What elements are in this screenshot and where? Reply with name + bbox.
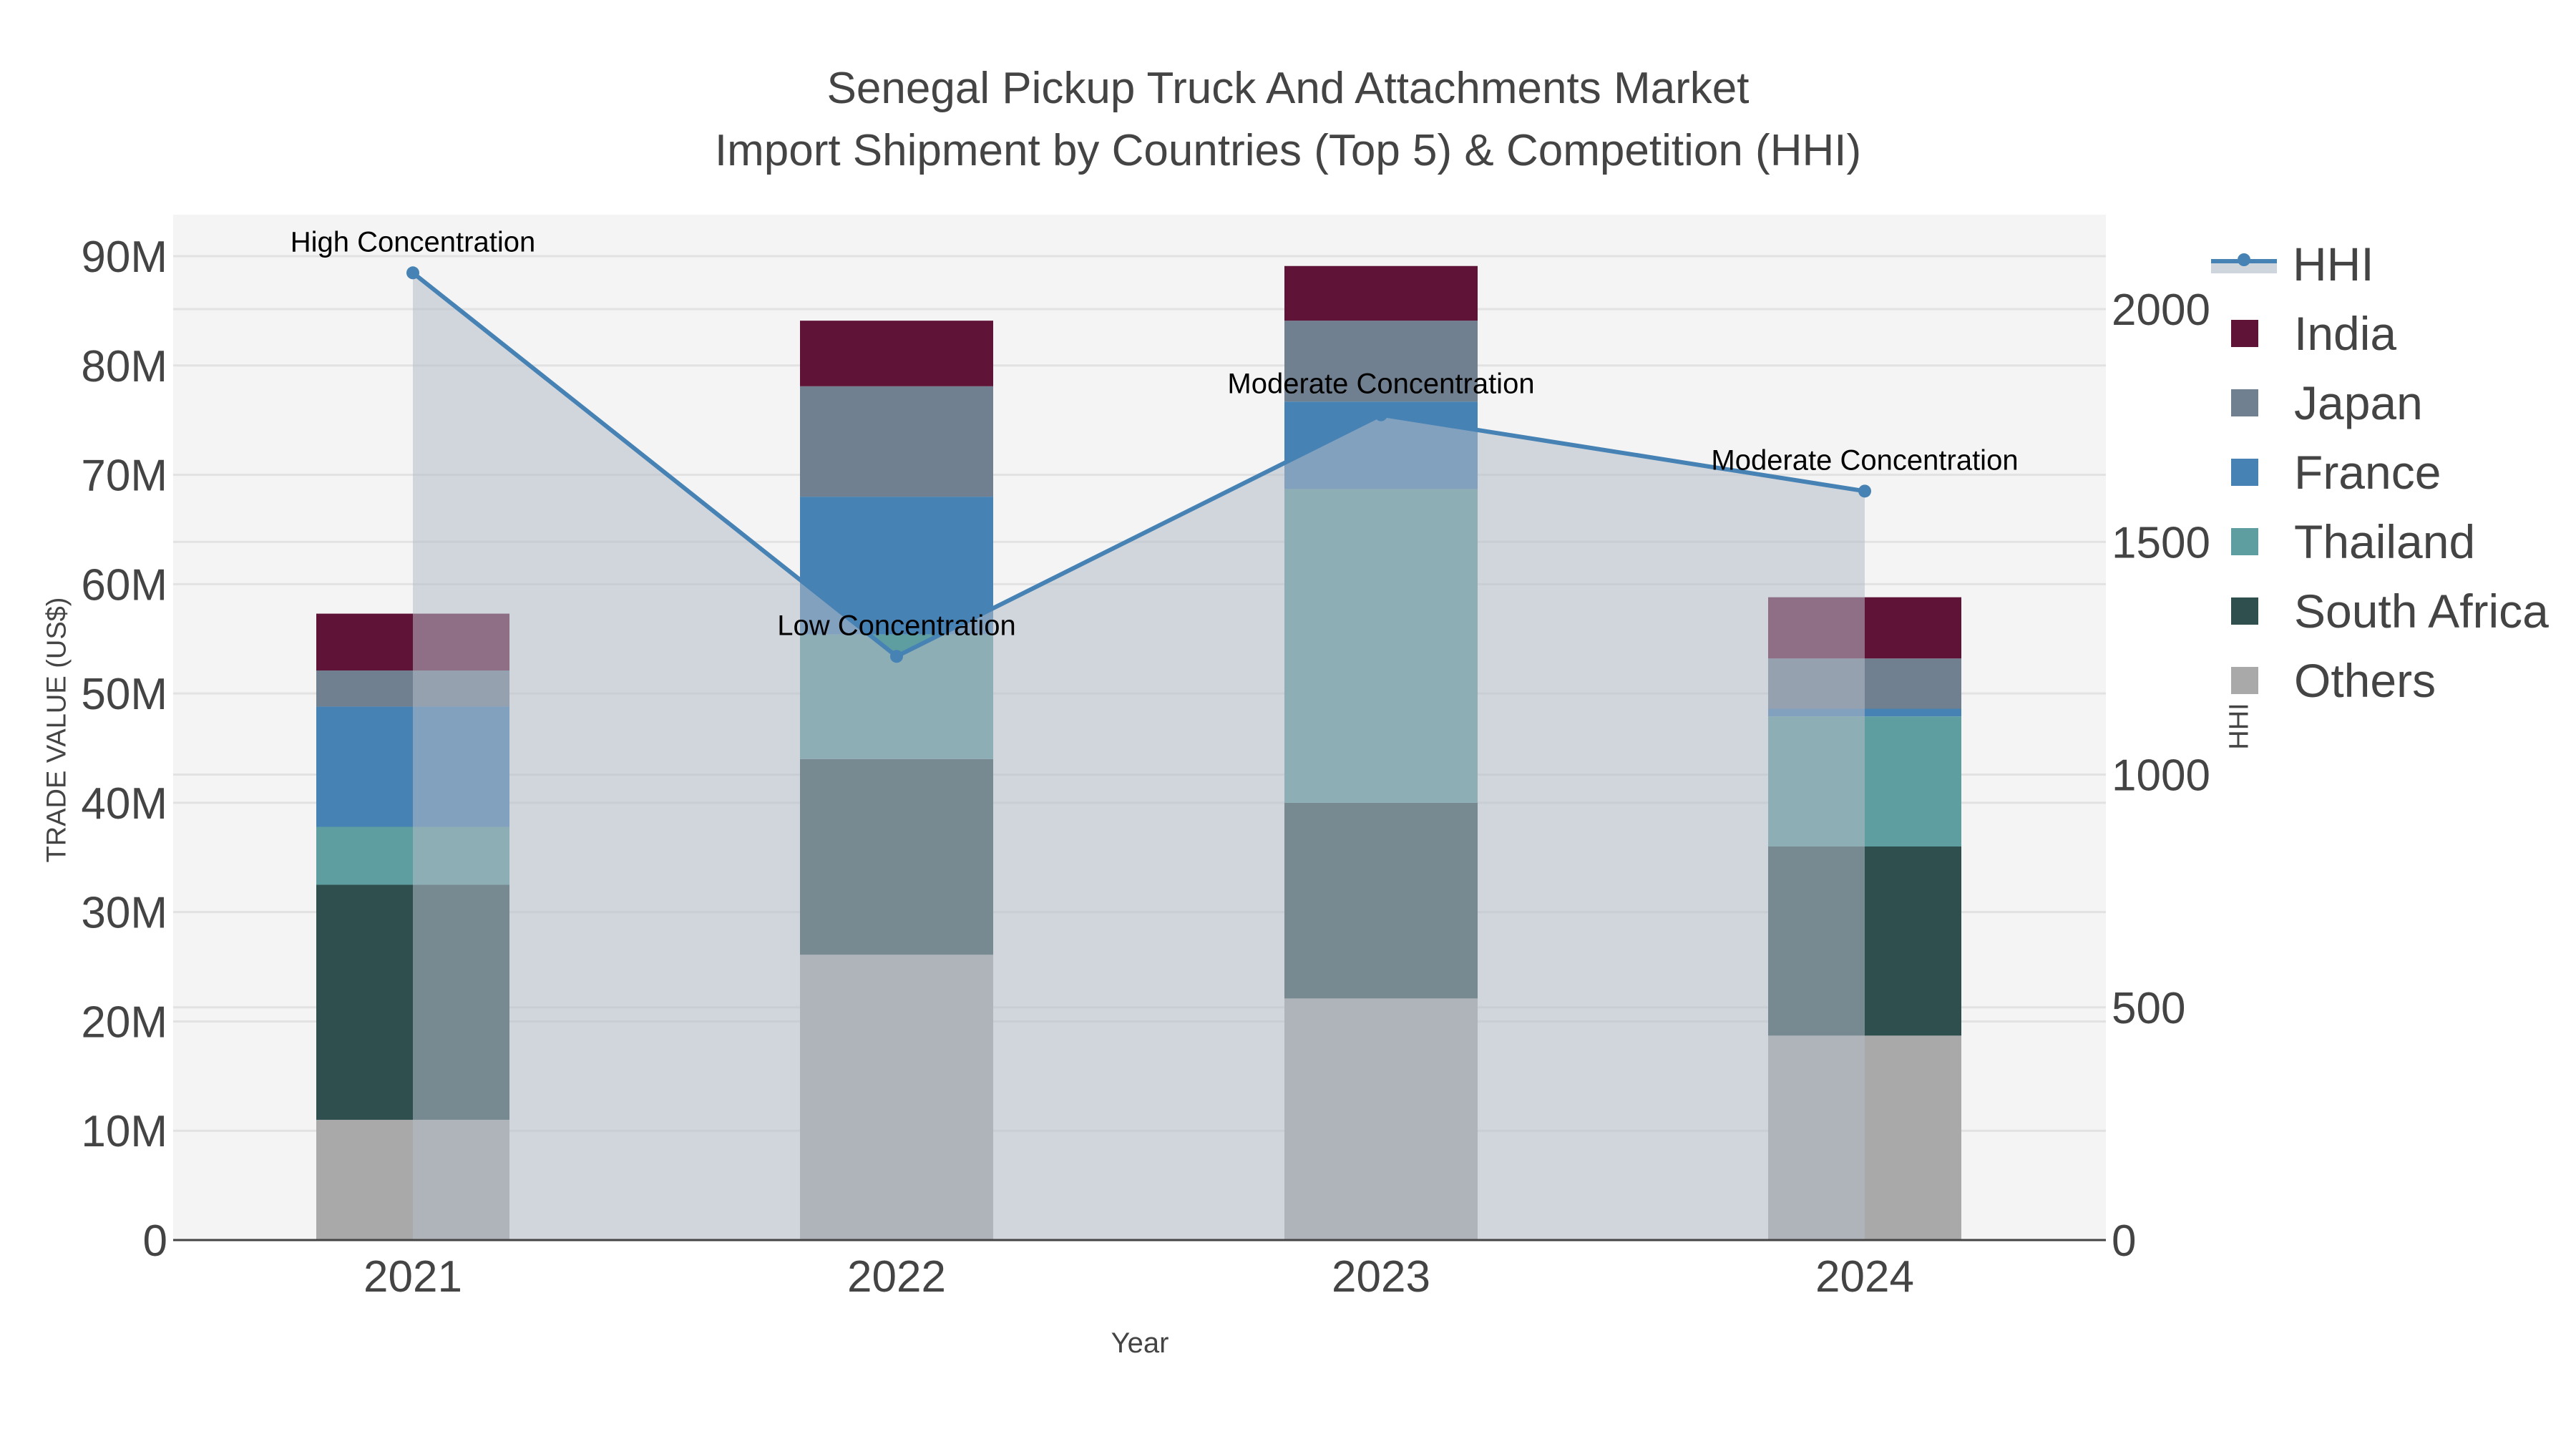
- hhi-point[interactable]: [406, 266, 419, 280]
- chart-title-line-2: Import Shipment by Countries (Top 5) & C…: [714, 126, 1862, 175]
- y-tick-label: 30M: [81, 889, 167, 938]
- y-tick-label: 50M: [81, 670, 167, 719]
- bar-segment[interactable]: [1284, 321, 1478, 402]
- x-tick-label: 2022: [847, 1252, 946, 1302]
- hhi-annotation: Low Concentration: [777, 610, 1016, 641]
- legend-label: South Africa: [2294, 584, 2549, 638]
- swatch-icon: [2231, 597, 2258, 625]
- hhi-annotation: Moderate Concentration: [1227, 369, 1534, 400]
- x-axis-title: Year: [1111, 1327, 1169, 1359]
- hhi-annotation: High Concentration: [291, 226, 535, 258]
- y2-tick-label: 1500: [2112, 518, 2210, 567]
- legend-item-thailand[interactable]: Thailand: [2211, 507, 2549, 576]
- y-tick-label: 60M: [81, 560, 167, 610]
- swatch-icon: [2231, 389, 2258, 416]
- hhi-point[interactable]: [1858, 484, 1871, 498]
- y-tick-label: 10M: [81, 1107, 167, 1156]
- swatch-icon: [2231, 666, 2258, 694]
- hhi-line: [411, 270, 1865, 659]
- legend-item-france[interactable]: France: [2211, 437, 2549, 507]
- hhi-area: [413, 273, 1865, 1240]
- y2-tick-label: 1000: [2112, 751, 2210, 801]
- y-tick-label: 80M: [81, 342, 167, 391]
- swatch-icon: [2231, 458, 2258, 486]
- hhi-point[interactable]: [1375, 408, 1387, 421]
- legend-item-india[interactable]: India: [2211, 298, 2549, 368]
- y-tick-label: 90M: [81, 233, 167, 282]
- bar-segment[interactable]: [800, 386, 993, 497]
- hhi-point[interactable]: [890, 650, 903, 663]
- legend-label: France: [2294, 445, 2441, 499]
- legend-item-others[interactable]: Others: [2211, 645, 2549, 715]
- legend-label: India: [2294, 306, 2397, 360]
- y-tick-label: 0: [143, 1216, 167, 1266]
- x-tick-label: 2024: [1815, 1252, 1914, 1302]
- y2-tick-label: 2000: [2112, 286, 2210, 335]
- y-tick-label: 70M: [81, 452, 167, 501]
- swatch-icon: [2231, 527, 2258, 555]
- chart-title-line-1: Senegal Pickup Truck And Attachments Mar…: [826, 64, 1750, 113]
- legend-label: Others: [2294, 653, 2436, 707]
- y-axis-title: TRADE VALUE (US$): [42, 597, 72, 863]
- bar-segment[interactable]: [800, 321, 993, 386]
- x-tick-label: 2021: [364, 1252, 462, 1302]
- legend: HHI India Japan France Thailand South Af…: [2211, 229, 2549, 715]
- y-tick-label: 20M: [81, 997, 167, 1047]
- legend-label: Japan: [2294, 376, 2423, 429]
- line-marker-icon: [2211, 253, 2277, 275]
- legend-item-south-africa[interactable]: South Africa: [2211, 576, 2549, 645]
- legend-item-japan[interactable]: Japan: [2211, 368, 2549, 437]
- y2-tick-label: 0: [2112, 1216, 2136, 1266]
- legend-label: HHI: [2293, 237, 2374, 291]
- bar-segment[interactable]: [1284, 265, 1478, 321]
- legend-item-hhi[interactable]: HHI: [2211, 229, 2549, 298]
- legend-label: Thailand: [2294, 514, 2476, 568]
- y2-tick-label: 500: [2112, 984, 2185, 1033]
- swatch-icon: [2231, 319, 2258, 347]
- y-tick-label: 40M: [81, 779, 167, 829]
- x-tick-label: 2023: [1332, 1252, 1430, 1302]
- hhi-annotation: Moderate Concentration: [1711, 444, 2018, 476]
